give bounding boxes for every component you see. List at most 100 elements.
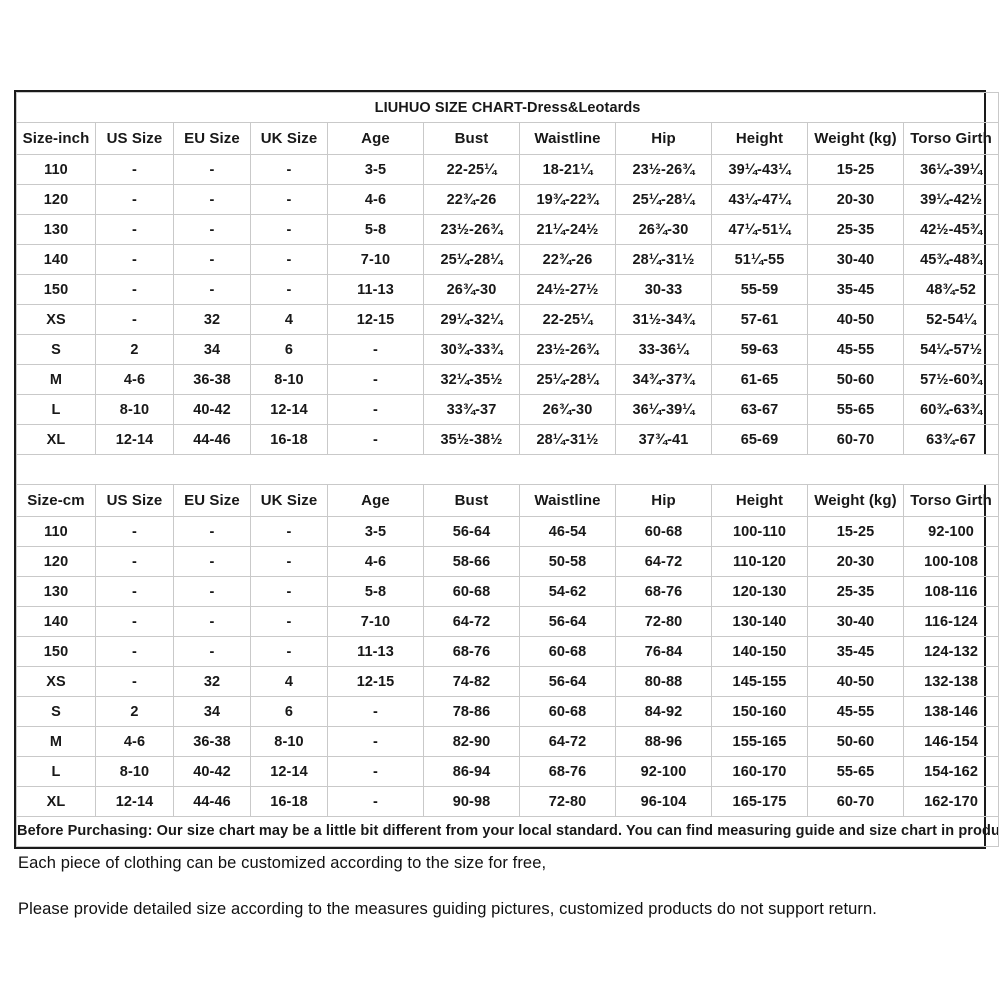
data-cell: -	[250, 606, 328, 637]
chart-title: LIUHUO SIZE CHART-Dress&Leotards	[15, 92, 1000, 123]
size-label-cell: 140	[16, 606, 96, 637]
purchasing-note: Before Purchasing: Our size chart may be…	[15, 816, 1000, 847]
data-cell: -	[173, 636, 251, 667]
data-cell: 60¾-63¾	[902, 394, 1000, 425]
data-cell: 44-46	[173, 786, 251, 817]
data-cell: 16-18	[250, 424, 328, 455]
data-cell: 68-76	[615, 576, 712, 607]
table-row: 150- - -11-13 68-76 60-68 76-84 140-150 35-45 12…	[16, 636, 1000, 667]
column-header-1: US Size	[95, 122, 174, 155]
data-cell: 54¼-57½	[902, 334, 1000, 365]
data-cell: 138-146	[902, 696, 1000, 727]
size-label-cell: S	[16, 696, 96, 727]
data-cell: 34¾-37¾	[615, 364, 712, 395]
data-cell: 51¼-55	[711, 244, 808, 275]
table-row: 120- - -4-6 22¾-26 19¾-22¾ 25¼-28¼ 43¼-47¼ 20-3…	[16, 184, 1000, 215]
data-cell: -	[95, 516, 174, 547]
data-cell: 12-14	[95, 424, 174, 455]
data-cell: 25¼-28¼	[519, 364, 616, 395]
column-header-4: Age	[327, 122, 424, 155]
data-cell: 8-10	[95, 756, 174, 787]
data-cell: -	[95, 184, 174, 215]
data-cell: 39¼-43¼	[711, 154, 808, 185]
data-cell: 2	[95, 334, 174, 365]
data-cell: 35-45	[807, 274, 904, 305]
data-cell: 35½-38½	[423, 424, 520, 455]
data-cell: 108-116	[902, 576, 1000, 607]
data-cell: 22¾-26	[519, 244, 616, 275]
data-cell: -	[173, 274, 251, 305]
data-cell: 90-98	[423, 786, 520, 817]
data-cell: 2	[95, 696, 174, 727]
data-cell: 68-76	[519, 756, 616, 787]
data-cell: 130-140	[711, 606, 808, 637]
data-cell: -	[173, 154, 251, 185]
data-cell: 22-25¼	[423, 154, 520, 185]
data-cell: 96-104	[615, 786, 712, 817]
data-cell: 26¾-30	[519, 394, 616, 425]
data-cell: 4-6	[327, 546, 424, 577]
data-cell: 72-80	[519, 786, 616, 817]
size-label-cell: L	[16, 394, 96, 425]
column-header-cm-10: Torso Girth	[902, 484, 1000, 517]
data-cell: 150-160	[711, 696, 808, 727]
data-cell: 26¾-30	[423, 274, 520, 305]
table-row: 130- - -5-8 60-68 54-62 68-76 120-130 25-35 108-…	[16, 576, 1000, 607]
table-row: 130- - -5-8 23½-26¾ 21¼-24½ 26¾-30 47¼-51¼ 25-3…	[16, 214, 1000, 245]
table-row: 140- - -7-10 64-72 56-64 72-80 130-140 30-40 116…	[16, 606, 1000, 637]
column-header-2: EU Size	[173, 122, 251, 155]
data-cell: 40-50	[807, 304, 904, 335]
data-cell: 56-64	[519, 606, 616, 637]
data-cell: 28¼-31½	[615, 244, 712, 275]
data-cell: 120-130	[711, 576, 808, 607]
column-header-cm-1: US Size	[95, 484, 174, 517]
data-cell: 58-66	[423, 546, 520, 577]
data-cell: 4	[250, 666, 328, 697]
data-cell: 88-96	[615, 726, 712, 757]
data-cell: -	[327, 696, 424, 727]
data-cell: 42½-45¾	[902, 214, 1000, 245]
data-cell: 50-60	[807, 726, 904, 757]
data-cell: 36-38	[173, 364, 251, 395]
data-cell: 4-6	[327, 184, 424, 215]
data-cell: -	[327, 726, 424, 757]
data-cell: 86-94	[423, 756, 520, 787]
data-cell: 35-45	[807, 636, 904, 667]
data-cell: 26¾-30	[615, 214, 712, 245]
table-row: M 4-6 36-38 8-10-32¼-35½ 25¼-28¼ 34¾-37¾ 61-65…	[16, 364, 1000, 395]
data-cell: 64-72	[519, 726, 616, 757]
column-header-cm-9: Weight (kg)	[807, 484, 904, 517]
size-label-cell: XS	[16, 666, 96, 697]
data-cell: 23½-26¾	[615, 154, 712, 185]
data-cell: -	[250, 516, 328, 547]
data-cell: -	[95, 304, 174, 335]
size-label-cell: 130	[16, 576, 96, 607]
data-cell: 78-86	[423, 696, 520, 727]
data-cell: 12-14	[95, 786, 174, 817]
data-cell: 37¾-41	[615, 424, 712, 455]
data-cell: 74-82	[423, 666, 520, 697]
data-cell: 3-5	[327, 154, 424, 185]
table-row: XS -32 4 12-15 29¼-32¼ 22-25¼ 31½-34¾ 57-61 40-5…	[16, 304, 1000, 335]
table-row: 120- - -4-6 58-66 50-58 64-72 110-120 20-30 100-…	[16, 546, 1000, 577]
data-cell: -	[173, 606, 251, 637]
data-cell: 65-69	[711, 424, 808, 455]
data-cell: -	[95, 666, 174, 697]
data-cell: -	[173, 546, 251, 577]
data-cell: -	[327, 786, 424, 817]
data-cell: -	[250, 244, 328, 275]
data-cell: -	[250, 546, 328, 577]
data-cell: 8-10	[250, 364, 328, 395]
data-cell: -	[173, 516, 251, 547]
data-cell: 7-10	[327, 244, 424, 275]
size-label-cell: 120	[16, 184, 96, 215]
data-cell: -	[250, 154, 328, 185]
data-cell: 44-46	[173, 424, 251, 455]
data-cell: 6	[250, 696, 328, 727]
data-cell: -	[250, 636, 328, 667]
data-cell: 22-25¼	[519, 304, 616, 335]
data-cell: -	[250, 274, 328, 305]
data-cell: 30-33	[615, 274, 712, 305]
data-cell: 59-63	[711, 334, 808, 365]
table-row: XL 12-14 44-46 16-18-90-98 72-80 96-104 165-17…	[16, 786, 1000, 817]
